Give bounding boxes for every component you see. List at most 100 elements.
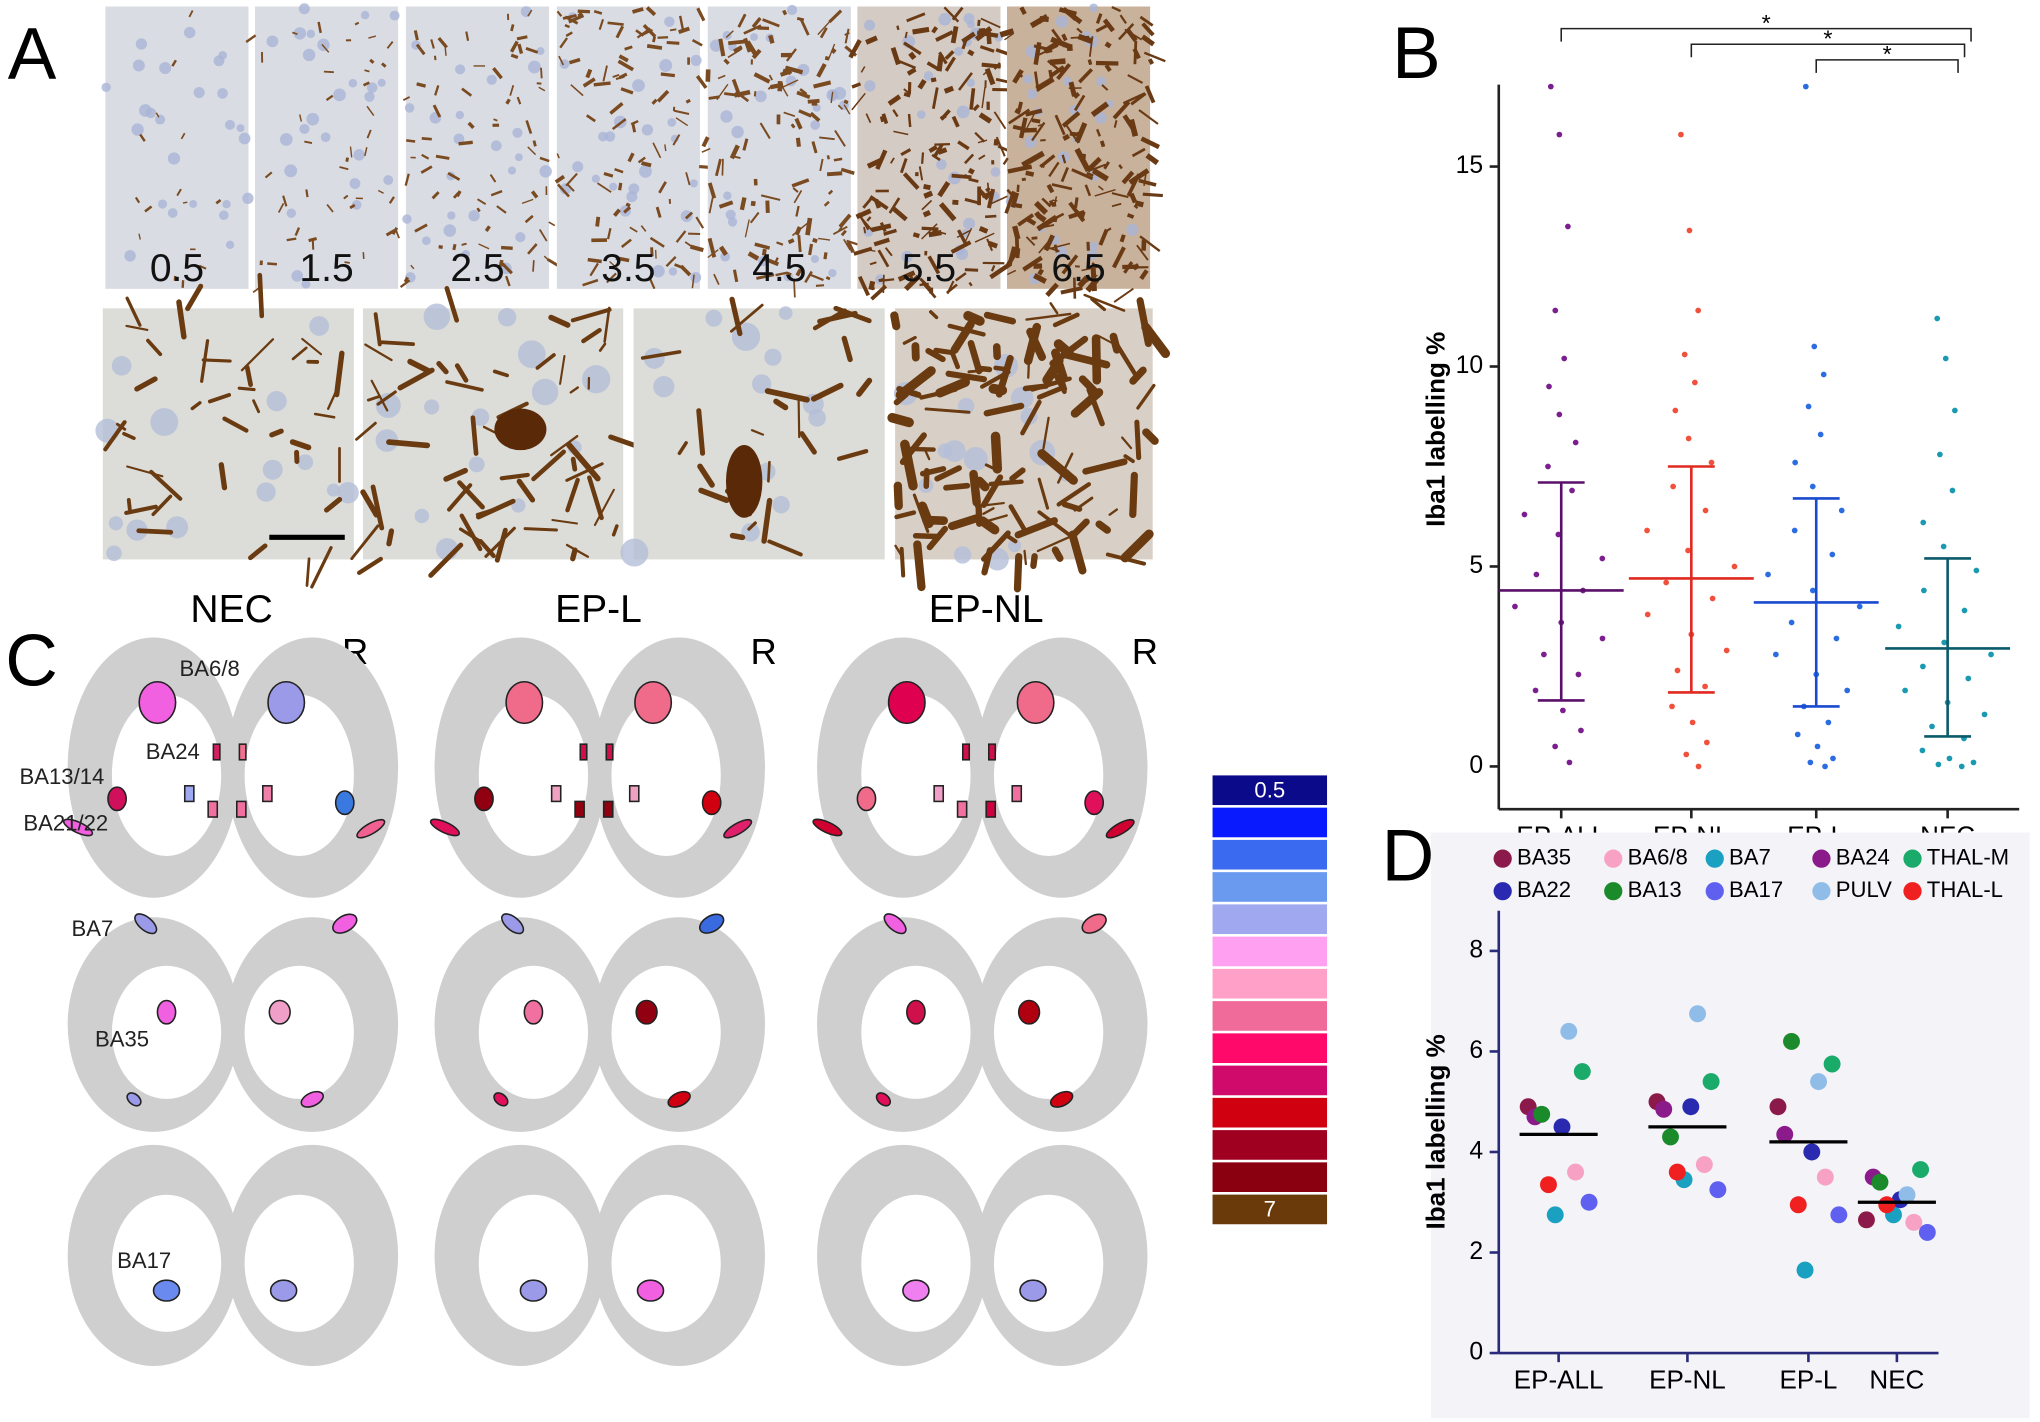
cell-process [1078,375,1102,399]
cell-process [568,57,581,65]
significance-label: * [1762,10,1771,36]
cell-process [570,456,578,472]
brain-region [883,913,907,935]
cell-process [264,171,273,179]
cell-process [1025,170,1035,177]
cell-process [1022,383,1049,392]
cell-process [919,466,947,477]
data-point [1695,1156,1713,1174]
data-point [1823,1055,1841,1073]
cell-process [797,235,802,253]
white-matter [244,1194,354,1332]
white-matter [111,694,222,857]
cell-process [556,10,563,17]
legend-label: THAL-M [1927,845,2009,870]
cell-process [981,547,994,576]
cell-process [1083,293,1126,312]
cell-process [896,25,900,31]
cell-process [799,88,808,96]
y-tick-label: 5 [1469,552,1483,579]
nucleus [402,214,412,224]
cell-process [906,12,926,23]
data-point [1878,1196,1896,1214]
cell-process [494,527,508,563]
nucleus [923,71,934,81]
data-point [1644,527,1650,534]
cell-process [824,56,830,61]
data-point [1685,547,1691,554]
cell-process [646,44,663,50]
nucleus [217,88,228,99]
nucleus [284,164,298,178]
cell-process [717,74,726,80]
cell-process [562,14,577,20]
data-point [1683,751,1690,758]
cell-process [559,37,569,49]
cell-process [742,138,749,151]
cell-process [1023,549,1028,566]
nucleus [222,199,231,209]
cell-process [1037,477,1050,510]
cell-process [1136,244,1149,261]
nucleus [262,459,283,480]
cell-process [286,237,297,242]
nucleus [166,516,189,539]
nucleus [810,120,821,130]
white-matter [478,1194,589,1332]
cell-process [292,31,298,36]
scale-max-label: 7 [1264,1197,1276,1222]
cell-process [708,197,714,214]
cell-process [883,228,897,236]
cell-process [326,383,341,410]
nucleus [778,306,793,320]
data-point [1949,487,1956,494]
cell-process [1054,114,1066,136]
cell-process [701,147,711,153]
cell-process [381,62,387,68]
cell-process [838,213,852,229]
cell-process [386,528,395,547]
nucleus [360,10,370,20]
cell-process [904,31,908,39]
cell-process [900,148,912,156]
cell-process [977,516,1000,535]
cell-process [291,346,308,361]
nucleus [184,26,196,39]
cell-process [1033,42,1042,65]
cell-process [521,198,534,204]
cell-process [500,245,513,250]
cell-process [986,188,996,209]
cell-process [467,121,475,130]
panel-label: D [1382,816,1435,897]
cell-process [1124,28,1143,41]
cell-process [658,181,667,194]
cell-process [781,79,799,89]
data-point [1970,759,1977,766]
cell-process [1073,94,1086,112]
cell-process [762,18,780,28]
cell-process [339,166,349,171]
brain-region [987,743,997,761]
nucleus [337,482,359,504]
data-point [1838,507,1845,514]
cell-process [834,129,846,147]
tile-label: 6.5 [1051,247,1105,290]
cell-process [1036,385,1064,400]
cell-process [516,35,528,41]
cell-process [1080,211,1086,222]
cell-process [345,157,350,163]
nucleus [353,149,365,161]
nucleus [389,10,400,21]
cell-process [182,201,188,204]
cell-process [493,118,498,122]
cell-process [505,275,511,287]
data-point [1898,1186,1916,1204]
cell-process [609,261,618,269]
cell-process [913,540,926,592]
cell-process [983,402,1025,417]
cell-process [799,431,817,455]
data-point [1552,307,1559,314]
cell-process [1074,197,1079,209]
cell-process [420,165,433,174]
cell-process [832,225,848,235]
